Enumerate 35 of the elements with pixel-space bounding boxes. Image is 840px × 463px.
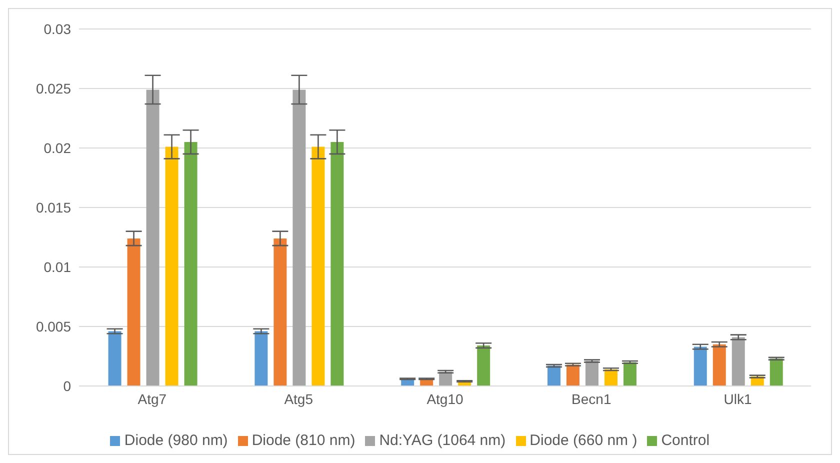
y-tick-label: 0.015 (36, 199, 72, 216)
y-tick-label: 0.01 (44, 258, 72, 275)
bar (184, 142, 198, 386)
bar (146, 90, 160, 386)
x-tick-label: Ulk1 (724, 390, 752, 407)
y-tick-label: 0 (63, 378, 72, 394)
bar (274, 238, 287, 386)
bar (312, 146, 325, 386)
x-tick-label: Atg10 (426, 390, 464, 407)
bar (712, 344, 726, 386)
y-tick-label: 0.005 (36, 318, 72, 334)
legend-label: Diode (810 nm) (252, 432, 356, 449)
bar (108, 331, 122, 386)
legend-label: Nd:YAG (1064 nm) (379, 432, 506, 449)
bar (604, 369, 618, 386)
bar (330, 142, 344, 386)
bar (439, 372, 452, 386)
bar (623, 362, 636, 386)
bar (477, 346, 490, 386)
bar (694, 346, 707, 386)
bar (292, 90, 306, 386)
bar (770, 358, 783, 386)
x-tick-label: Becn1 (572, 390, 612, 407)
y-tick-label: 0.02 (44, 140, 72, 156)
legend-label: Diode (660 nm ) (530, 432, 638, 449)
legend-label: Control (661, 432, 710, 449)
x-tick-label: Atg7 (138, 390, 167, 407)
legend-label: Diode (980 nm) (124, 432, 228, 449)
bar (127, 238, 140, 386)
bar (165, 146, 178, 386)
bar (732, 337, 745, 386)
x-tick-label: Atg5 (284, 390, 314, 407)
y-tick-label: 0.03 (44, 20, 72, 37)
bar (254, 331, 268, 386)
y-tick-label: 0.025 (36, 80, 72, 96)
